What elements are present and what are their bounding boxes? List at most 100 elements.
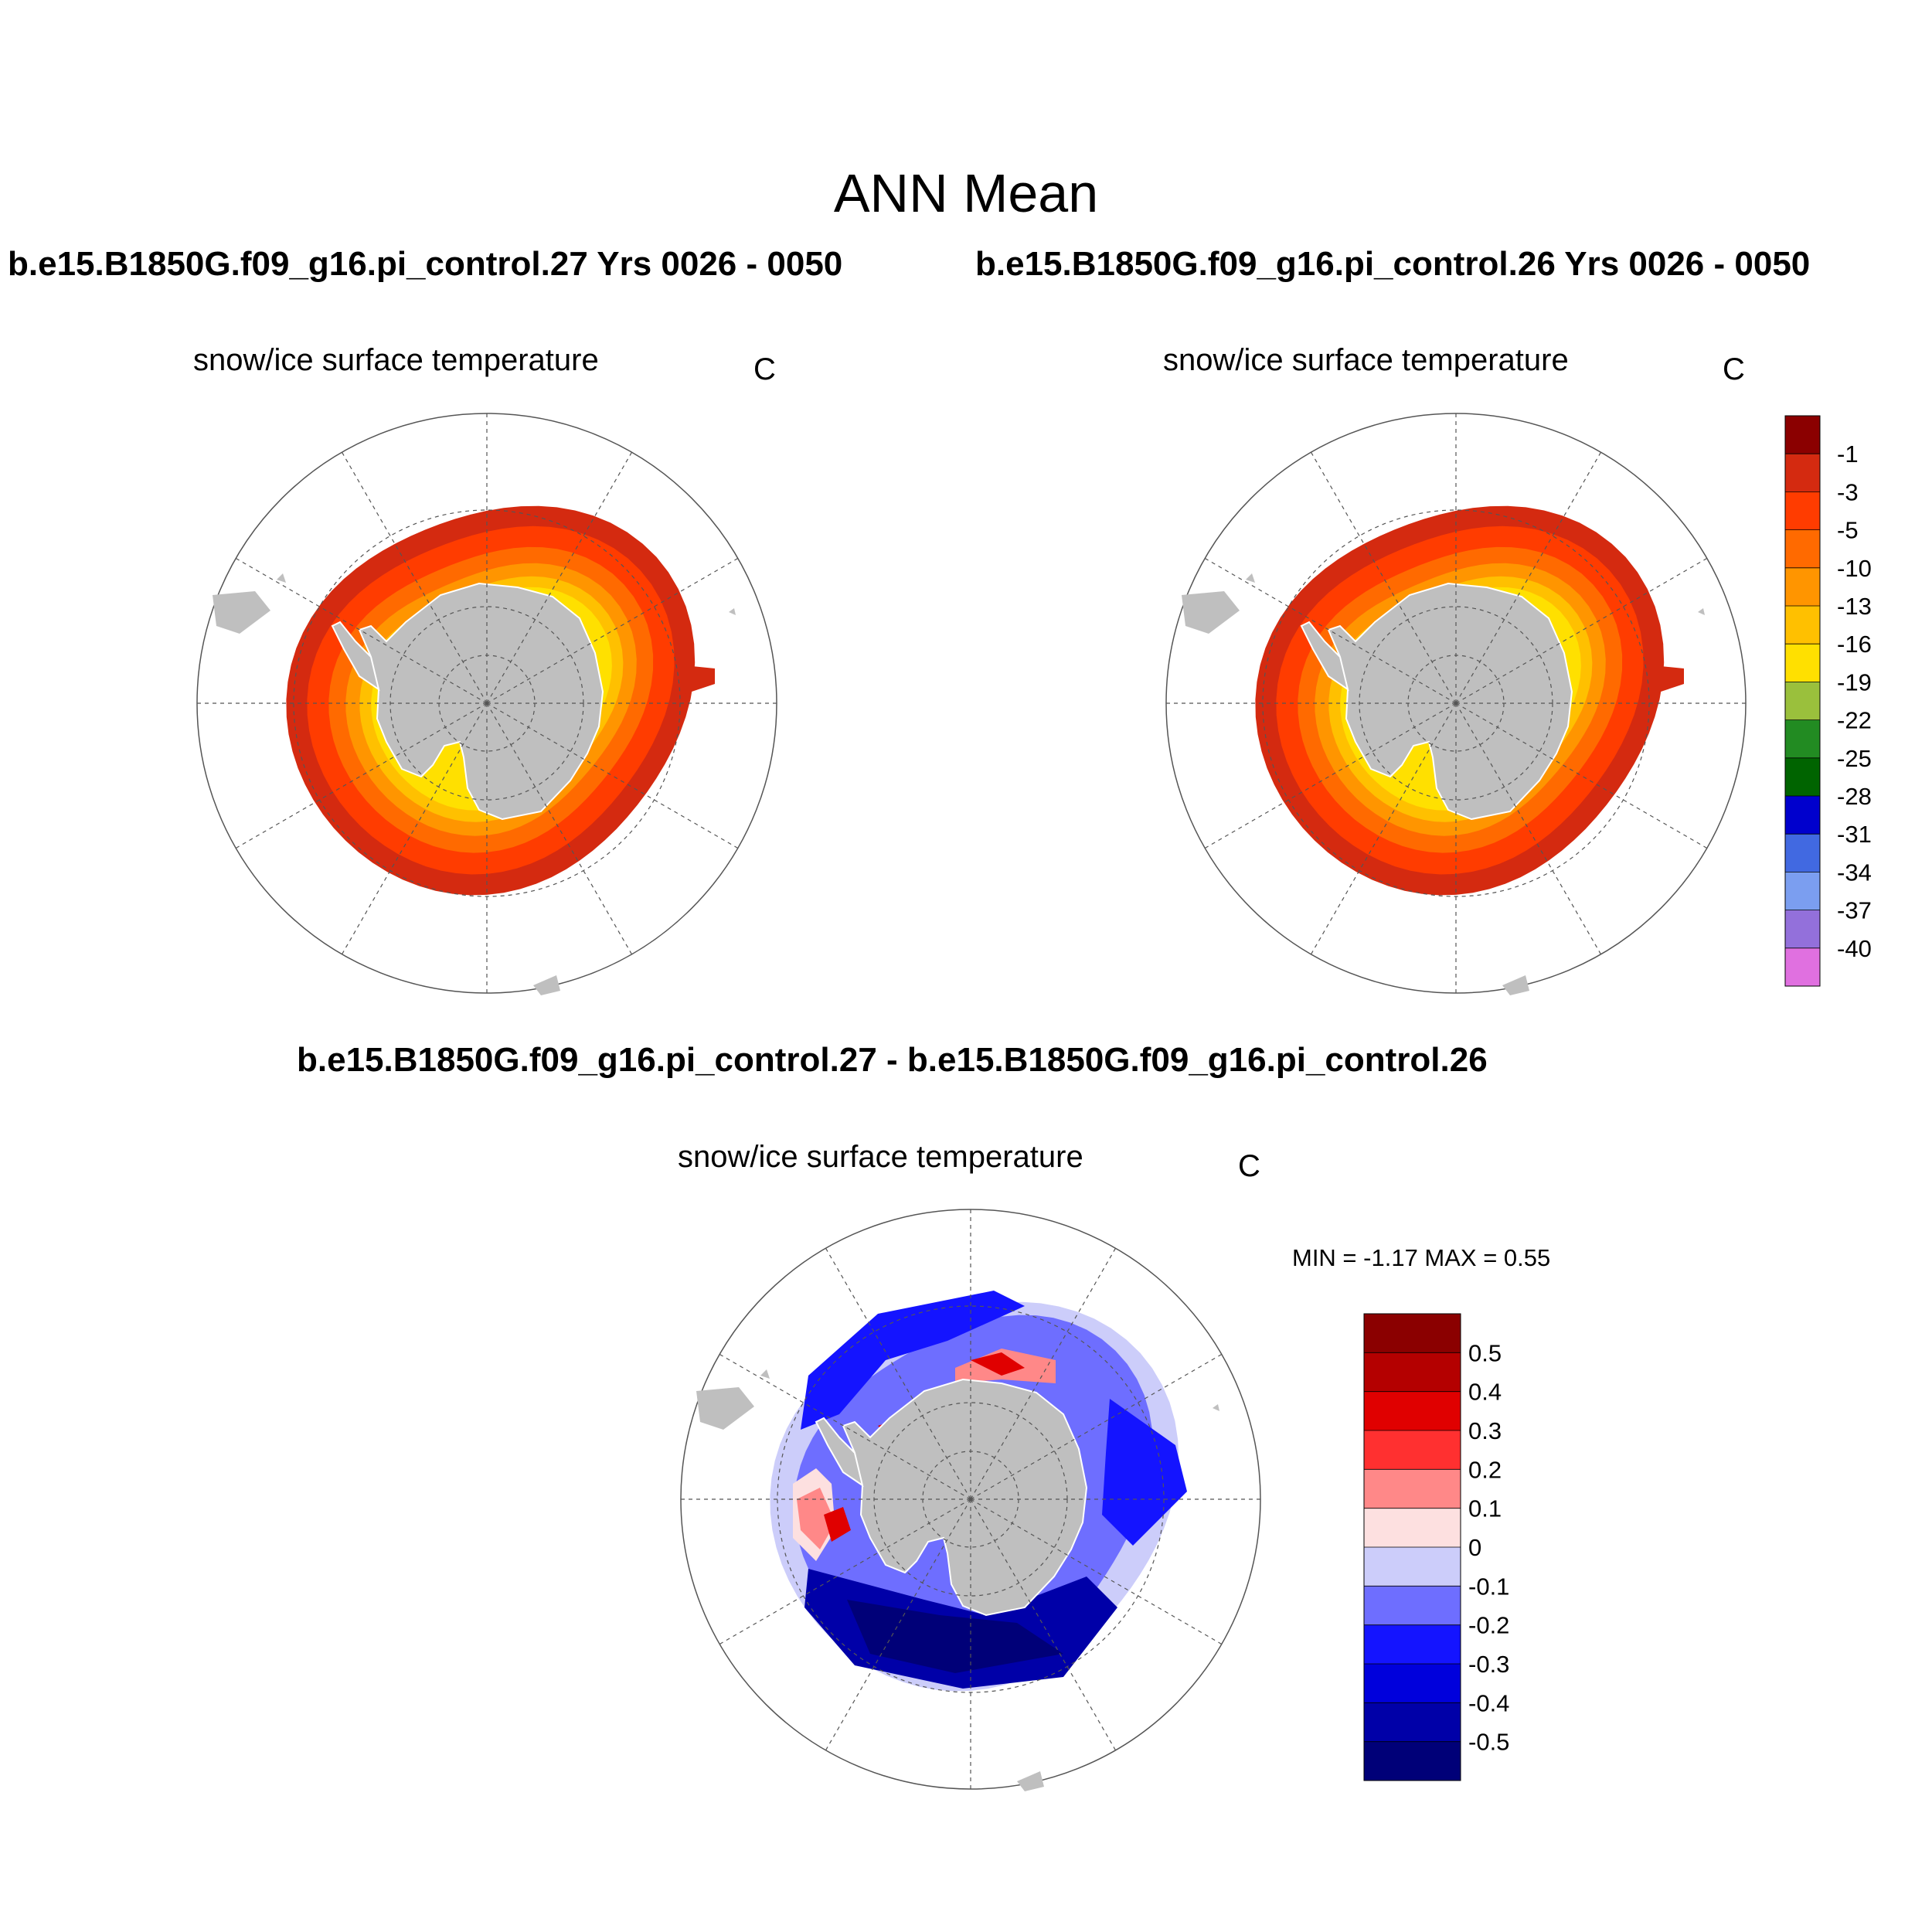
colorbar-tick-label: -19	[1837, 668, 1872, 696]
colorbar-swatch	[1785, 947, 1820, 987]
colorbar-swatch	[1785, 529, 1820, 569]
island-land	[760, 1369, 770, 1379]
meridian-line	[825, 1247, 971, 1500]
antarctica-land	[331, 582, 604, 821]
colorbar-swatch	[1364, 1469, 1461, 1509]
latitude-circle	[1262, 509, 1650, 897]
meridian-line	[341, 451, 488, 704]
meridian-line	[1310, 451, 1457, 704]
colorbar-tick-label: -0.2	[1468, 1612, 1509, 1639]
colorbar-swatch	[1785, 719, 1820, 759]
colorbar-swatch	[1364, 1391, 1461, 1431]
figure-title: ANN Mean	[833, 163, 1099, 223]
meridian-line	[341, 702, 488, 955]
graticule	[197, 413, 777, 993]
case-a-title: b.e15.B1850G.f09_g16.pi_control.27 Yrs 0…	[8, 245, 843, 283]
top-right-polar-map	[1165, 413, 1747, 995]
colorbar-border	[1363, 1313, 1461, 1781]
south-america-land	[1182, 591, 1240, 634]
top-right-units-label: C	[1723, 352, 1745, 386]
island-land	[1213, 1404, 1219, 1411]
latitude-circle	[293, 509, 681, 897]
colorbar-swatch	[1785, 492, 1820, 531]
island-land	[1246, 573, 1255, 583]
latitude-circle	[777, 1305, 1165, 1693]
colorbar-swatch	[1364, 1352, 1461, 1393]
meridian-line	[1310, 702, 1457, 955]
colorbar-tick-label: 0.5	[1468, 1339, 1502, 1366]
min-max-label: MIN = -1.17 MAX = 0.55	[1292, 1244, 1551, 1271]
colorbar-swatch	[1785, 796, 1820, 835]
meridian-line	[719, 1353, 971, 1500]
colorbar-swatch	[1785, 644, 1820, 682]
top-left-units-label: C	[753, 352, 776, 386]
temperature-colorbar: -1 -3 -5 -10 -13 -16 -19 -22 -25 -28 -31 -34 -37 -40	[1784, 415, 1872, 987]
new-zealand-land	[1017, 1771, 1044, 1791]
meridian-line	[970, 1353, 1223, 1500]
meridian-line	[1455, 557, 1708, 704]
colorbar-tick-label: -13	[1837, 593, 1872, 620]
colorbar-swatch	[1364, 1702, 1461, 1743]
meridian-line	[825, 1498, 971, 1751]
diff-region-blue	[801, 1291, 1025, 1430]
colorbar-swatch	[1364, 1664, 1461, 1703]
colorbar-tick-label: -3	[1837, 478, 1859, 505]
latitude-circle	[1407, 655, 1505, 752]
colorbar-swatch	[1785, 682, 1820, 721]
colorbar-tick-label: -28	[1837, 783, 1872, 810]
difference-title: b.e15.B1850G.f09_g16.pi_control.27 - b.e…	[297, 1041, 1488, 1079]
island-land	[729, 608, 736, 615]
colorbar-swatch	[1364, 1547, 1461, 1587]
colorbar-swatch	[1364, 1508, 1461, 1548]
colorbar-swatch	[1364, 1741, 1461, 1781]
colorbar-swatch	[1785, 416, 1820, 454]
meridian-line	[486, 557, 739, 704]
difference-polar-map	[680, 1209, 1261, 1791]
colorbar-tick-label: 0.3	[1468, 1417, 1502, 1444]
colorbar-swatch	[1785, 606, 1820, 645]
antarctica-land	[815, 1378, 1088, 1617]
meridian-line	[235, 557, 488, 704]
colorbar-swatch	[1785, 567, 1820, 607]
ice-edge-lobe	[676, 665, 715, 696]
diff-region-red	[824, 1507, 851, 1542]
colorbar-tick-label: -1	[1837, 440, 1859, 468]
colorbar-tick-label: -31	[1837, 821, 1872, 848]
case-b-title: b.e15.B1850G.f09_g16.pi_control.26 Yrs 0…	[975, 245, 1811, 283]
diff-region-red	[971, 1352, 1025, 1376]
colorbar-tick-label: 0	[1468, 1534, 1481, 1561]
colorbar-tick-label: -0.3	[1468, 1651, 1509, 1678]
colorbar-tick-label: 0.4	[1468, 1379, 1502, 1406]
latitude-circle	[873, 1402, 1068, 1597]
diff-region-light-red	[797, 1488, 835, 1549]
latitude-circle	[389, 606, 584, 801]
colorbar-swatch	[1785, 454, 1820, 492]
colorbar-tick-label: 0.2	[1468, 1456, 1502, 1483]
colorbar-swatch	[1364, 1624, 1461, 1665]
diff-region-navy	[847, 1600, 1063, 1673]
colorbar-tick-label: -40	[1837, 935, 1872, 962]
colorbar-swatch	[1364, 1586, 1461, 1626]
top-left-polar-map	[196, 413, 777, 995]
new-zealand-land	[533, 975, 560, 995]
colorbar-tick-label: -10	[1837, 555, 1872, 582]
diff-region-blue	[1102, 1399, 1187, 1546]
bottom-variable-label: snow/ice surface temperature	[678, 1140, 1083, 1174]
colorbar-tick-label: -25	[1837, 745, 1872, 772]
colorbar-tick-label: -0.1	[1468, 1573, 1509, 1600]
colorbar-tick-label: -5	[1837, 517, 1859, 544]
latitude-circle	[922, 1451, 1019, 1548]
graticule	[1166, 413, 1746, 993]
graticule	[681, 1209, 1260, 1789]
bottom-units-label: C	[1238, 1149, 1260, 1183]
latitude-circle	[1359, 606, 1553, 801]
colorbar-swatch	[1785, 872, 1820, 911]
south-america-land	[213, 591, 270, 634]
colorbar-swatch	[1364, 1314, 1461, 1353]
colorbar-tick-label: -0.5	[1468, 1729, 1509, 1756]
latitude-circle	[438, 655, 536, 752]
colorbar-swatch	[1785, 910, 1820, 949]
colorbar-tick-label: 0.1	[1468, 1495, 1502, 1522]
new-zealand-land	[1502, 975, 1529, 995]
south-america-land	[696, 1387, 754, 1430]
